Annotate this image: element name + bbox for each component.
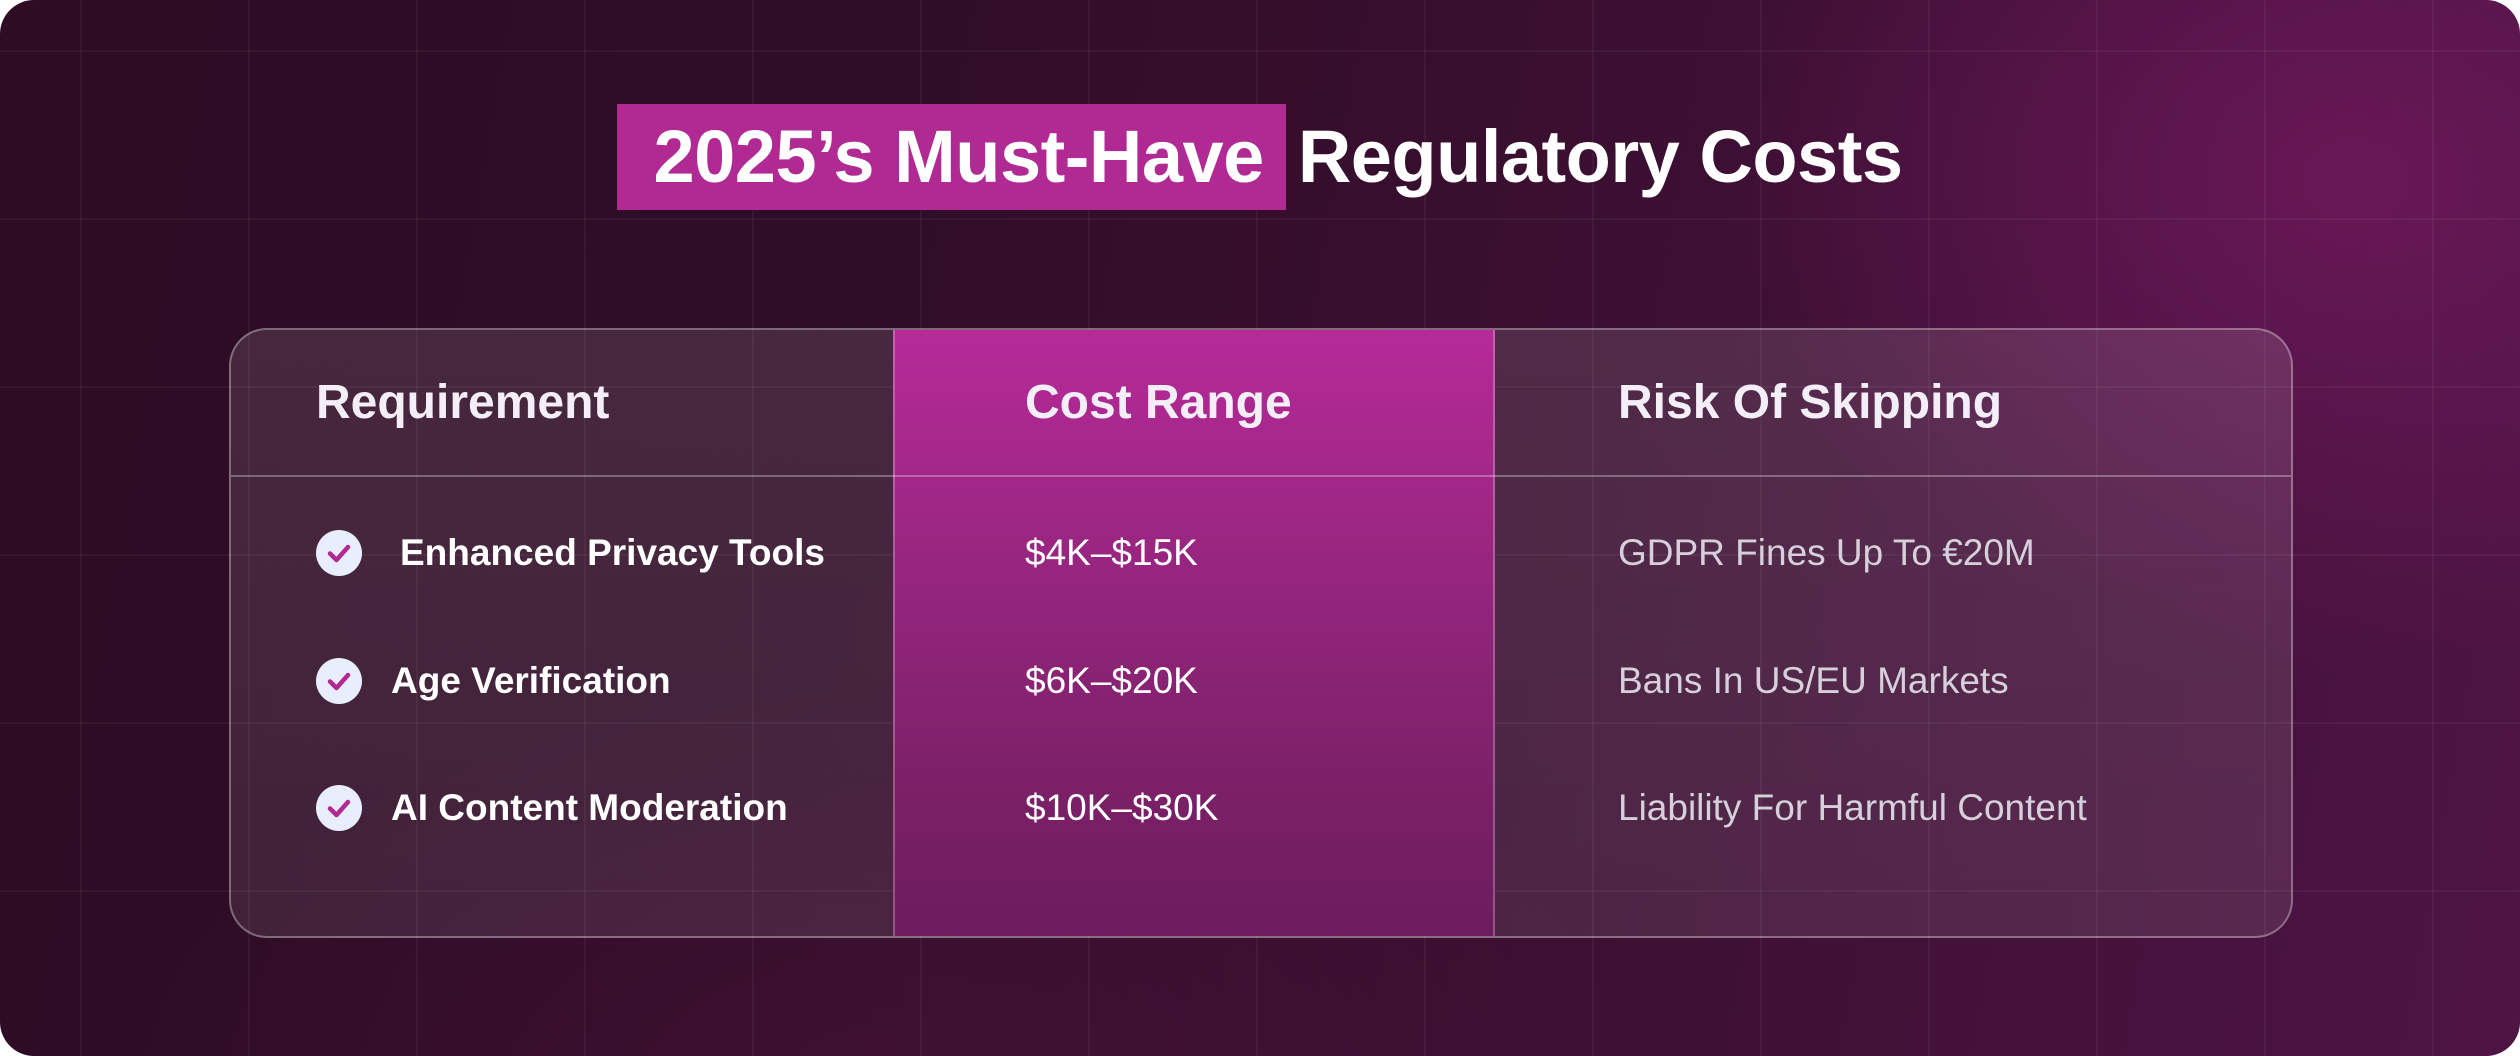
check-circle-icon [316, 530, 362, 576]
header-divider [231, 475, 2291, 477]
regulatory-costs-table: Requirement Cost Range Risk Of Skipping … [229, 328, 2293, 938]
check-circle-icon [316, 658, 362, 704]
risk-cell: GDPR Fines Up To €20M [1618, 532, 2035, 573]
requirement-cell: AI Content Moderation [391, 787, 788, 828]
table-row: Enhanced Privacy Tools $4K–$15K GDPR Fin… [231, 513, 2291, 593]
header-requirement: Requirement [316, 376, 610, 429]
check-circle-icon [316, 785, 362, 831]
title-highlight: 2025’s Must-Have [617, 104, 1286, 210]
header-risk-of-skipping: Risk Of Skipping [1618, 376, 2003, 429]
cost-range-column-highlight [893, 330, 1495, 936]
title-rest: Regulatory Costs [1297, 115, 1903, 198]
table-row: Age Verification $6K–$20K Bans In US/EU … [231, 641, 2291, 721]
requirement-cell: Age Verification [391, 660, 671, 701]
risk-cell: Liability For Harmful Content [1618, 787, 2087, 828]
header-cost-range: Cost Range [1025, 376, 1292, 429]
cost-cell: $4K–$15K [1025, 532, 1198, 573]
table-row: AI Content Moderation $10K–$30K Liabilit… [231, 768, 2291, 848]
cost-cell: $6K–$20K [1025, 660, 1198, 701]
risk-cell: Bans In US/EU Markets [1618, 660, 2009, 701]
requirement-cell: Enhanced Privacy Tools [400, 532, 825, 573]
cost-cell: $10K–$30K [1025, 787, 1219, 828]
page-title: 2025’s Must-Have Regulatory Costs [0, 104, 2520, 210]
